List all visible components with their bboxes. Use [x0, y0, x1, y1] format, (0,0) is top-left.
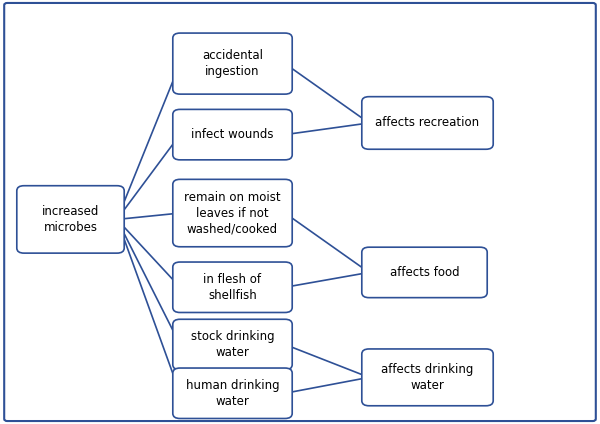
FancyBboxPatch shape [362, 247, 487, 298]
FancyBboxPatch shape [4, 3, 596, 421]
Text: stock drinking
water: stock drinking water [191, 330, 274, 359]
FancyBboxPatch shape [173, 33, 292, 94]
Text: affects food: affects food [389, 266, 460, 279]
Text: increased
microbes: increased microbes [42, 205, 99, 234]
Text: remain on moist
leaves if not
washed/cooked: remain on moist leaves if not washed/coo… [184, 190, 281, 236]
FancyBboxPatch shape [362, 349, 493, 406]
FancyBboxPatch shape [173, 109, 292, 160]
FancyBboxPatch shape [173, 319, 292, 370]
Text: in flesh of
shellfish: in flesh of shellfish [203, 273, 262, 302]
Text: affects drinking
water: affects drinking water [382, 363, 473, 392]
Text: accidental
ingestion: accidental ingestion [202, 49, 263, 78]
FancyBboxPatch shape [173, 262, 292, 312]
FancyBboxPatch shape [173, 368, 292, 418]
FancyBboxPatch shape [173, 179, 292, 247]
Text: human drinking
water: human drinking water [185, 379, 280, 408]
Text: affects recreation: affects recreation [376, 117, 479, 129]
FancyBboxPatch shape [17, 186, 124, 253]
FancyBboxPatch shape [362, 97, 493, 149]
Text: infect wounds: infect wounds [191, 128, 274, 141]
